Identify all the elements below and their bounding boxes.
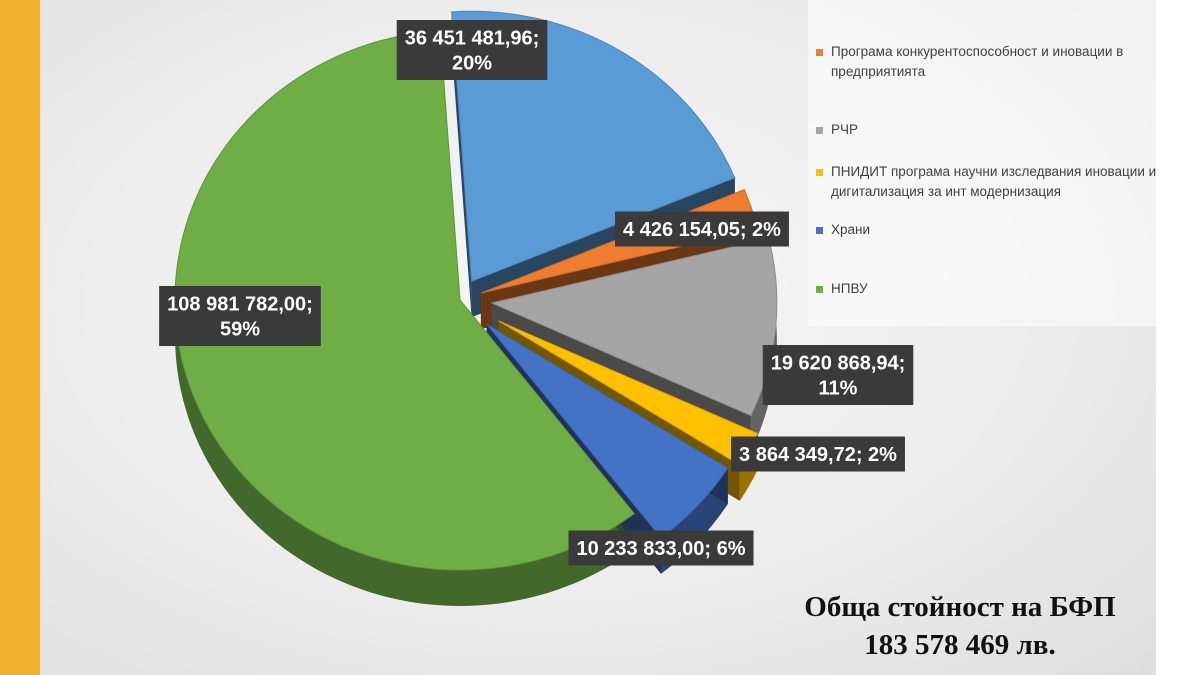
total-value-title: Обща стойност на БФП — [804, 591, 1116, 623]
slice-grey-data-label: 19 620 868,94; 11% — [762, 345, 914, 405]
slice-yellow-data-label: 3 864 349,72; 2% — [731, 436, 905, 472]
legend-label-hrani: Храни — [831, 222, 871, 237]
legend-swatch-konkurentosposobnost — [816, 49, 823, 56]
legend-item-rchr: РЧР — [816, 120, 1156, 140]
legend-item-hrani: Храни — [816, 220, 1156, 240]
legend-swatch-rchr — [816, 127, 823, 134]
slice-darkblue-data-label: 10 233 833,00; 6% — [568, 530, 754, 566]
slice-grey-top — [490, 237, 778, 417]
chart-slide: 36 451 481,96; 20% 4 426 154,05; 2% 19 620 … — [40, 0, 1156, 675]
legend-label-pnidit: ПНИДИТ програма научни изследвания инова… — [831, 164, 1156, 199]
slice-darkblue-data-label-line: 10 233 833,00; 6% — [576, 538, 745, 560]
slice-green-top — [174, 30, 636, 571]
legend-item-pnidit: ПНИДИТ програма научни изследвания инова… — [816, 162, 1156, 202]
slice-grey-data-label-line: 11% — [819, 378, 858, 400]
legend-label-npvu: НПВУ — [831, 281, 868, 296]
slide-accent-strip — [0, 0, 40, 675]
chart-legend: Програма конкурентоспособност и иновации… — [808, 0, 1156, 326]
legend-item-konkurentosposobnost: Програма конкурентоспособност и иновации… — [816, 42, 1156, 82]
slice-blue-data-label-line: 36 451 481,96; — [405, 28, 540, 50]
legend-swatch-hrani — [816, 227, 823, 234]
slice-orange-data-label: 4 426 154,05; 2% — [615, 211, 789, 247]
legend-swatch-pnidit — [816, 169, 823, 176]
slice-green-data-label-line: 59% — [220, 319, 260, 341]
slice-grey-data-label-line: 19 620 868,94; — [771, 353, 906, 375]
slice-orange-data-label-line: 4 426 154,05; 2% — [623, 219, 781, 241]
slice-green-data-label-line: 108 981 782,00; — [167, 294, 313, 316]
slice-blue-data-label-line: 20% — [452, 53, 492, 75]
slice-green-data-label: 108 981 782,00; 59% — [159, 286, 321, 346]
right-margin — [1156, 0, 1200, 675]
legend-label-konkurentosposobnost: Програма конкурентоспособност и иновации… — [831, 44, 1124, 79]
legend-swatch-npvu — [816, 286, 823, 293]
slice-yellow-data-label-line: 3 864 349,72; 2% — [739, 444, 897, 466]
pie-chart: 36 451 481,96; 20% 4 426 154,05; 2% 19 620 … — [159, 10, 914, 606]
total-value-caption: Обща стойност на БФП 183 578 469 лв. — [740, 588, 1156, 664]
total-value-amount: 183 578 469 лв. — [864, 629, 1056, 661]
slice-blue-data-label: 36 451 481,96; 20% — [396, 20, 548, 80]
legend-item-npvu: НПВУ — [816, 279, 1156, 299]
legend-label-rchr: РЧР — [831, 122, 859, 137]
